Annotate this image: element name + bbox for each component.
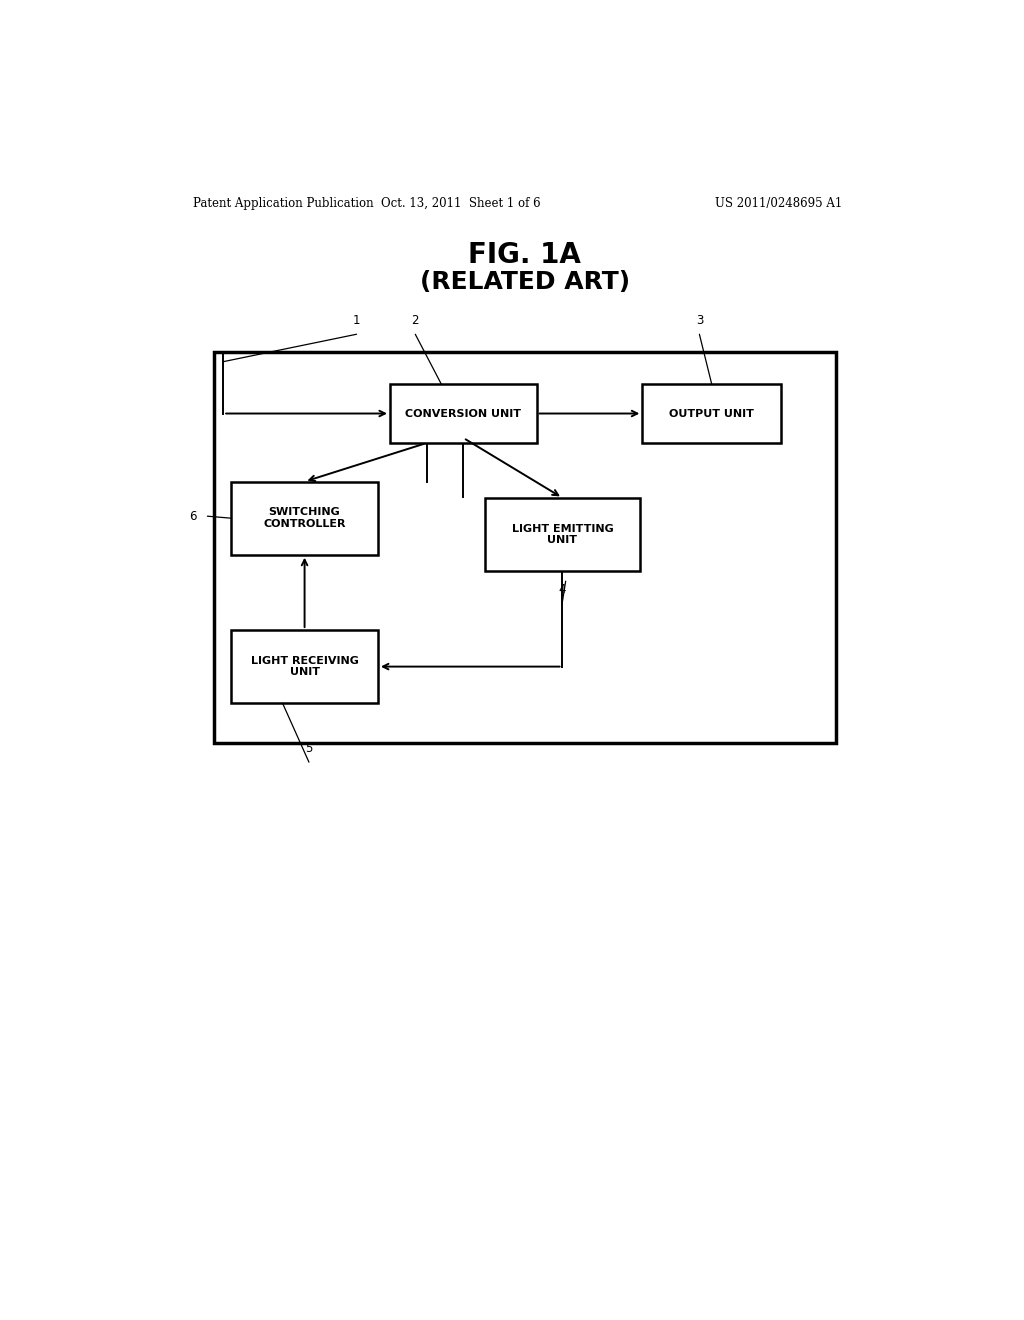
- Text: Patent Application Publication: Patent Application Publication: [194, 197, 374, 210]
- Text: SWITCHING
CONTROLLER: SWITCHING CONTROLLER: [263, 507, 346, 529]
- Text: OUTPUT UNIT: OUTPUT UNIT: [670, 408, 754, 418]
- Bar: [642, 384, 781, 444]
- Bar: [214, 351, 836, 743]
- Text: FIG. 1A: FIG. 1A: [468, 242, 582, 269]
- Text: Oct. 13, 2011  Sheet 1 of 6: Oct. 13, 2011 Sheet 1 of 6: [382, 197, 541, 210]
- Text: CONVERSION UNIT: CONVERSION UNIT: [406, 408, 521, 418]
- Text: 6: 6: [189, 510, 197, 523]
- Text: (RELATED ART): (RELATED ART): [420, 271, 630, 294]
- Bar: [231, 630, 378, 704]
- Text: LIGHT RECEIVING
UNIT: LIGHT RECEIVING UNIT: [251, 656, 358, 677]
- Text: 1: 1: [353, 314, 360, 327]
- Text: 3: 3: [695, 314, 703, 327]
- Bar: [485, 498, 640, 572]
- Bar: [390, 384, 537, 444]
- Text: US 2011/0248695 A1: US 2011/0248695 A1: [715, 197, 842, 210]
- Text: LIGHT EMITTING
UNIT: LIGHT EMITTING UNIT: [512, 524, 613, 545]
- Text: 5: 5: [305, 742, 312, 755]
- Text: 4: 4: [558, 583, 566, 597]
- Text: 2: 2: [412, 314, 419, 327]
- Bar: [231, 482, 378, 554]
